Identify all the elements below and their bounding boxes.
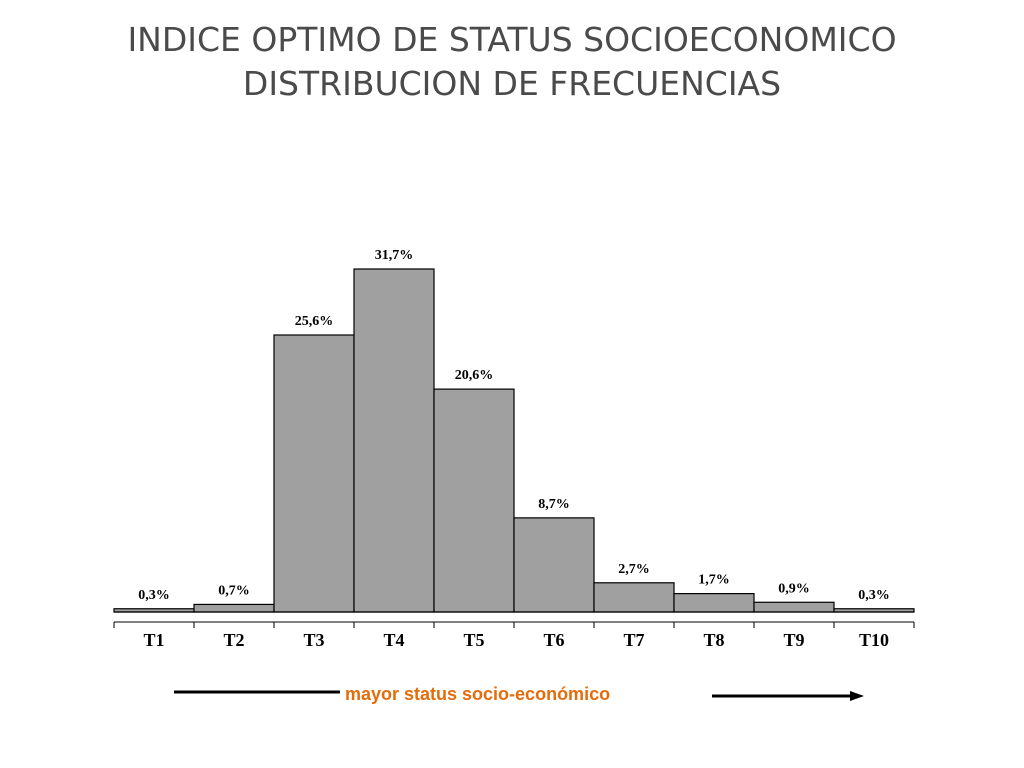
x-tick-label-t5: T5 [463, 630, 484, 650]
axis-direction-caption: mayor status socio-económico [345, 684, 611, 704]
slide-title: INDICE OPTIMO DE STATUS SOCIOECONOMICO D… [0, 18, 1024, 106]
bar-t7 [593, 582, 675, 613]
bar-t9 [753, 601, 835, 613]
data-label-t7: 2,7% [618, 562, 650, 577]
x-tick-label-t10: T10 [859, 630, 889, 650]
data-label-t9: 0,9% [778, 581, 810, 596]
data-label-t4: 31,7% [375, 248, 414, 263]
x-tick-label-t4: T4 [383, 630, 404, 650]
x-tick-label-t1: T1 [143, 630, 164, 650]
x-tick-label-t2: T2 [223, 630, 244, 650]
slide-title-line-2: DISTRIBUCION DE FRECUENCIAS [242, 64, 782, 103]
arrow-head-icon [850, 691, 864, 701]
data-label-t3: 25,6% [295, 314, 334, 329]
bar-t5 [433, 388, 515, 613]
slide-title-line-1: INDICE OPTIMO DE STATUS SOCIOECONOMICO [127, 20, 897, 59]
bar-t3 [273, 334, 355, 613]
data-label-t5: 20,6% [455, 368, 494, 383]
bar-t8 [673, 593, 755, 613]
data-label-t1: 0,3% [138, 588, 170, 603]
data-label-t6: 8,7% [538, 497, 570, 512]
data-label-t10: 0,3% [858, 588, 890, 603]
bar-t4 [353, 268, 435, 613]
x-tick-label-t3: T3 [303, 630, 324, 650]
bar-t2 [193, 603, 275, 613]
data-label-t8: 1,7% [698, 573, 730, 588]
bar-t6 [513, 517, 595, 613]
x-tick-label-t7: T7 [623, 630, 644, 650]
x-tick-label-t9: T9 [783, 630, 804, 650]
x-tick-label-t8: T8 [703, 630, 724, 650]
data-label-t2: 0,7% [218, 583, 250, 598]
x-tick-label-t6: T6 [543, 630, 564, 650]
